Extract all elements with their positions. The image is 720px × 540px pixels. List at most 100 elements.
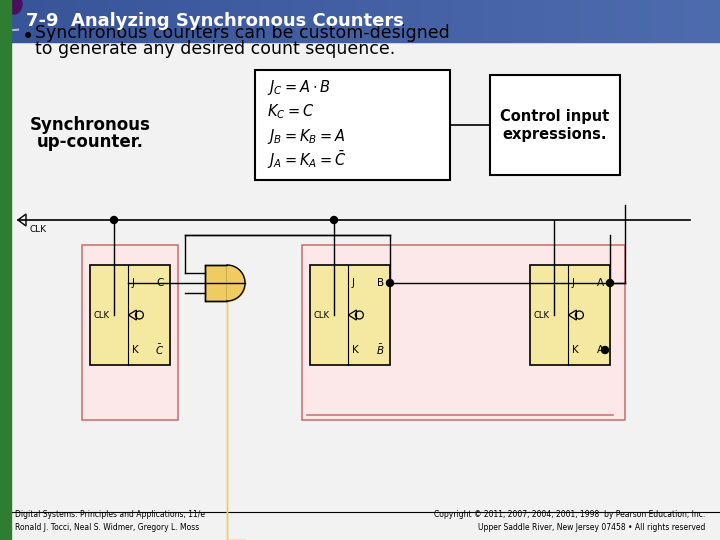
Bar bbox=[202, 0, 203, 42]
Bar bbox=[193, 0, 194, 42]
Bar bbox=[123, 0, 124, 42]
Bar bbox=[302, 245, 625, 420]
Bar bbox=[224, 0, 225, 42]
Bar bbox=[569, 0, 570, 42]
Bar bbox=[267, 0, 268, 42]
Bar bbox=[256, 0, 257, 42]
Bar bbox=[590, 0, 591, 42]
Text: K: K bbox=[132, 345, 138, 355]
Bar bbox=[273, 0, 274, 42]
Bar bbox=[295, 0, 296, 42]
Bar bbox=[235, 0, 236, 42]
Bar bbox=[537, 0, 538, 42]
Bar bbox=[587, 0, 588, 42]
Bar bbox=[605, 0, 606, 42]
Bar bbox=[105, 0, 106, 42]
Bar bbox=[25, 0, 26, 42]
Bar bbox=[80, 0, 81, 42]
Bar bbox=[243, 0, 244, 42]
Bar bbox=[419, 0, 420, 42]
Bar bbox=[455, 0, 456, 42]
Bar bbox=[209, 0, 210, 42]
Bar bbox=[29, 0, 30, 42]
Bar bbox=[454, 0, 455, 42]
Bar bbox=[144, 0, 145, 42]
Bar bbox=[399, 0, 400, 42]
Bar bbox=[559, 0, 560, 42]
Bar bbox=[353, 0, 354, 42]
Bar bbox=[340, 0, 341, 42]
Bar bbox=[489, 0, 490, 42]
Bar bbox=[476, 0, 477, 42]
Bar bbox=[361, 0, 362, 42]
Bar bbox=[68, 0, 69, 42]
Bar bbox=[242, 0, 243, 42]
Bar bbox=[618, 0, 619, 42]
Circle shape bbox=[387, 280, 394, 287]
Bar bbox=[66, 0, 67, 42]
Bar bbox=[65, 0, 66, 42]
Bar bbox=[249, 0, 250, 42]
Bar bbox=[560, 0, 561, 42]
Bar bbox=[325, 0, 326, 42]
Bar bbox=[529, 0, 530, 42]
Bar bbox=[114, 0, 115, 42]
Bar bbox=[641, 0, 642, 42]
Bar bbox=[122, 0, 123, 42]
Bar bbox=[703, 0, 704, 42]
Text: A: A bbox=[597, 278, 604, 288]
Bar bbox=[70, 0, 71, 42]
Bar bbox=[155, 0, 156, 42]
Bar bbox=[629, 0, 630, 42]
Bar bbox=[206, 0, 207, 42]
Bar bbox=[613, 0, 614, 42]
Bar bbox=[604, 0, 605, 42]
Bar bbox=[280, 0, 281, 42]
Bar bbox=[102, 0, 103, 42]
Bar bbox=[598, 0, 599, 42]
Bar bbox=[470, 0, 471, 42]
Bar bbox=[83, 0, 84, 42]
Bar bbox=[259, 0, 260, 42]
Bar bbox=[326, 0, 327, 42]
Bar bbox=[59, 0, 60, 42]
Bar bbox=[45, 0, 46, 42]
Bar bbox=[89, 0, 90, 42]
Bar bbox=[69, 0, 70, 42]
Bar bbox=[453, 0, 454, 42]
Bar bbox=[322, 0, 323, 42]
Bar bbox=[307, 0, 308, 42]
Bar bbox=[640, 0, 641, 42]
Bar bbox=[556, 0, 557, 42]
Bar bbox=[534, 0, 535, 42]
Bar bbox=[634, 0, 635, 42]
Bar bbox=[181, 0, 182, 42]
Bar bbox=[185, 0, 186, 42]
Bar bbox=[117, 0, 118, 42]
Bar bbox=[500, 0, 501, 42]
Bar bbox=[175, 0, 176, 42]
Bar bbox=[261, 0, 262, 42]
Bar bbox=[600, 0, 601, 42]
Bar bbox=[236, 0, 237, 42]
Bar bbox=[573, 0, 574, 42]
Bar bbox=[441, 0, 442, 42]
Bar bbox=[670, 0, 671, 42]
Bar bbox=[184, 0, 185, 42]
Text: expressions.: expressions. bbox=[503, 126, 607, 141]
Bar bbox=[324, 0, 325, 42]
Bar bbox=[271, 0, 272, 42]
Bar bbox=[530, 265, 610, 365]
Bar bbox=[717, 0, 718, 42]
Bar bbox=[218, 0, 219, 42]
Bar bbox=[390, 0, 391, 42]
Bar bbox=[294, 0, 295, 42]
Bar bbox=[77, 0, 78, 42]
Bar bbox=[654, 0, 655, 42]
Bar bbox=[409, 0, 410, 42]
Text: Digital Systems: Principles and Applications, 11/e
Ronald J. Tocci, Neal S. Widm: Digital Systems: Principles and Applicat… bbox=[15, 510, 205, 532]
Bar bbox=[591, 0, 592, 42]
Bar bbox=[503, 0, 504, 42]
Bar bbox=[257, 0, 258, 42]
Bar bbox=[541, 0, 542, 42]
